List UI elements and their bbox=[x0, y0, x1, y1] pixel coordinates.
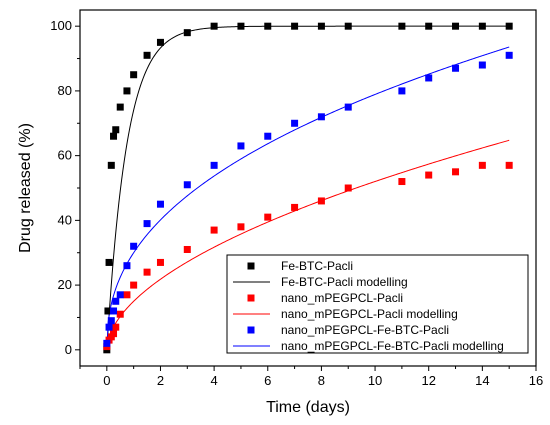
data-point bbox=[425, 74, 433, 82]
legend-marker bbox=[247, 262, 255, 270]
data-point bbox=[110, 132, 118, 140]
data-point bbox=[183, 245, 191, 253]
data-point bbox=[210, 22, 218, 30]
y-axis-title: Drug released (%) bbox=[17, 123, 34, 253]
data-point bbox=[452, 64, 460, 72]
data-point bbox=[123, 291, 131, 299]
data-point bbox=[105, 323, 113, 331]
y-tick-label: 20 bbox=[58, 277, 72, 292]
data-point bbox=[398, 178, 406, 186]
legend-label: nano_mPEGPCL-Fe-BTC-Pacli bbox=[281, 323, 449, 337]
x-tick-label: 6 bbox=[264, 373, 271, 388]
data-point bbox=[264, 132, 272, 140]
data-point bbox=[291, 203, 299, 211]
data-point bbox=[110, 330, 118, 338]
data-point bbox=[116, 103, 124, 111]
legend-box bbox=[226, 254, 529, 354]
y-tick-label: 0 bbox=[65, 342, 72, 357]
x-tick-label: 14 bbox=[475, 373, 489, 388]
data-point bbox=[398, 87, 406, 95]
data-point bbox=[104, 307, 112, 315]
y-tick-label: 100 bbox=[50, 18, 72, 33]
legend-label: Fe-BTC-Pacli bbox=[281, 259, 353, 273]
data-point bbox=[110, 307, 118, 315]
legend-label: nano_mPEGPCL-Fe-BTC-Pacli modelling bbox=[281, 339, 504, 353]
data-point bbox=[317, 22, 325, 30]
data-point bbox=[478, 161, 486, 169]
x-tick-label: 4 bbox=[211, 373, 218, 388]
axis-ticks: 0 2 4 6 8 10 12 14 16 0 20 40 60 80 100 bbox=[50, 18, 543, 388]
data-point bbox=[264, 22, 272, 30]
data-point bbox=[478, 22, 486, 30]
data-point bbox=[344, 22, 352, 30]
data-point bbox=[143, 268, 151, 276]
data-point bbox=[237, 142, 245, 150]
model-line bbox=[106, 46, 510, 350]
data-markers bbox=[103, 22, 513, 354]
data-point bbox=[130, 281, 138, 289]
legend: Fe-BTC-Pacli Fe-BTC-Pacli modelling nano_m… bbox=[226, 254, 529, 354]
legend-marker bbox=[247, 326, 255, 334]
data-point bbox=[103, 339, 111, 347]
data-point bbox=[112, 323, 120, 331]
data-point bbox=[116, 310, 124, 318]
data-point bbox=[264, 213, 272, 221]
data-point bbox=[156, 200, 164, 208]
data-point bbox=[505, 161, 513, 169]
data-point bbox=[112, 297, 120, 305]
data-point bbox=[130, 242, 138, 250]
data-point bbox=[452, 22, 460, 30]
x-tick-label: 12 bbox=[421, 373, 435, 388]
data-point bbox=[210, 161, 218, 169]
data-point bbox=[107, 161, 115, 169]
y-tick-label: 60 bbox=[58, 148, 72, 163]
legend-label: nano_mPEGPCL-Pacli bbox=[281, 291, 403, 305]
data-point bbox=[105, 258, 113, 266]
data-point bbox=[317, 113, 325, 121]
x-tick-label: 10 bbox=[368, 373, 382, 388]
data-point bbox=[317, 197, 325, 205]
x-tick-label: 2 bbox=[157, 373, 164, 388]
legend-items: Fe-BTC-Pacli Fe-BTC-Pacli modelling nano_m… bbox=[233, 259, 504, 353]
model-curves bbox=[106, 25, 510, 350]
data-point bbox=[505, 51, 513, 59]
x-tick-label: 8 bbox=[318, 373, 325, 388]
data-point bbox=[344, 184, 352, 192]
x-axis-title: Time (days) bbox=[266, 399, 350, 416]
data-point bbox=[398, 22, 406, 30]
data-point bbox=[210, 226, 218, 234]
data-point bbox=[130, 71, 138, 79]
model-line bbox=[106, 25, 510, 350]
data-point bbox=[107, 317, 115, 325]
model-line bbox=[106, 139, 510, 350]
x-tick-label: 0 bbox=[103, 373, 110, 388]
data-point bbox=[425, 171, 433, 179]
legend-label: nano_mPEGPCL-Pacli modelling bbox=[281, 307, 458, 321]
x-tick-label: 16 bbox=[529, 373, 543, 388]
data-point bbox=[156, 38, 164, 46]
data-point bbox=[183, 181, 191, 189]
data-point bbox=[505, 22, 513, 30]
data-point bbox=[237, 223, 245, 231]
y-tick-label: 40 bbox=[58, 212, 72, 227]
data-point bbox=[183, 29, 191, 37]
legend-marker bbox=[247, 294, 255, 302]
data-point bbox=[344, 103, 352, 111]
legend-label: Fe-BTC-Pacli modelling bbox=[281, 275, 408, 289]
data-point bbox=[116, 291, 124, 299]
data-point bbox=[237, 22, 245, 30]
data-point bbox=[425, 22, 433, 30]
data-point bbox=[478, 61, 486, 69]
data-point bbox=[143, 51, 151, 59]
data-point bbox=[143, 220, 151, 228]
data-point bbox=[123, 87, 131, 95]
data-point bbox=[123, 262, 131, 270]
data-point bbox=[291, 119, 299, 127]
data-point bbox=[291, 22, 299, 30]
data-point bbox=[156, 258, 164, 266]
data-point bbox=[452, 168, 460, 176]
data-point bbox=[112, 126, 120, 134]
y-tick-label: 80 bbox=[58, 83, 72, 98]
